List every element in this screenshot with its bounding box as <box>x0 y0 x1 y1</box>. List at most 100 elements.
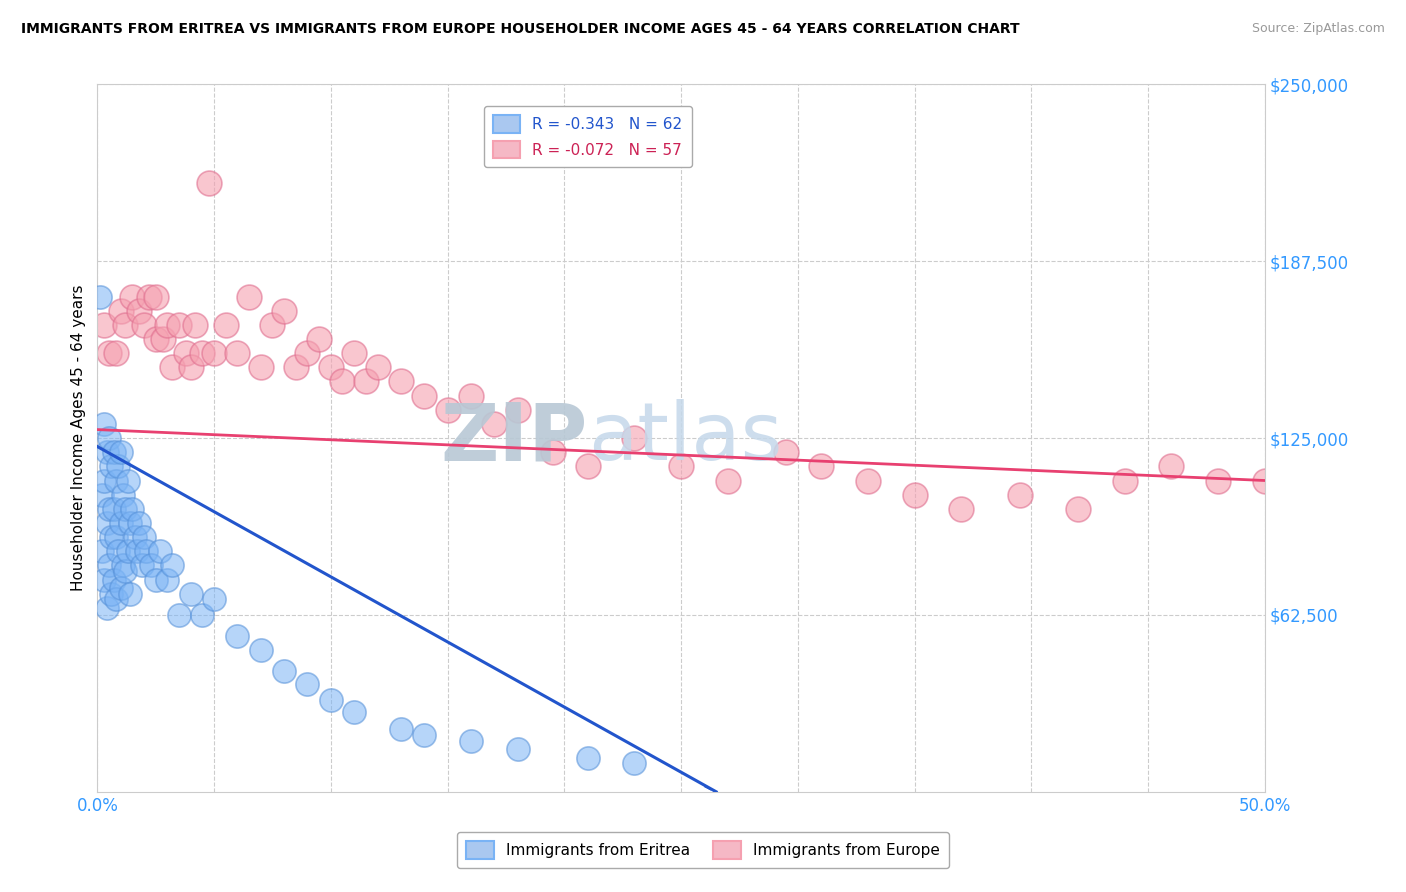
Point <box>135 544 157 558</box>
Point <box>775 445 797 459</box>
Point <box>262 318 284 332</box>
Text: Source: ZipAtlas.com: Source: ZipAtlas.com <box>1251 22 1385 36</box>
Point <box>105 346 128 360</box>
Point <box>389 723 412 737</box>
Point <box>156 318 179 332</box>
Point <box>460 389 482 403</box>
Legend: Immigrants from Eritrea, Immigrants from Europe: Immigrants from Eritrea, Immigrants from… <box>457 832 949 868</box>
Point <box>98 346 121 360</box>
Point <box>128 303 150 318</box>
Point <box>93 318 115 332</box>
Point <box>110 581 132 595</box>
Point <box>118 516 141 530</box>
Point <box>180 587 202 601</box>
Point <box>576 750 599 764</box>
Point <box>623 756 645 771</box>
Point <box>191 346 214 360</box>
Point <box>118 587 141 601</box>
Point <box>810 459 832 474</box>
Point <box>98 431 121 445</box>
Point <box>103 445 125 459</box>
Point <box>112 558 135 573</box>
Point <box>308 332 330 346</box>
Point <box>389 375 412 389</box>
Point <box>506 742 529 756</box>
Point <box>96 600 118 615</box>
Point <box>93 417 115 431</box>
Point <box>89 290 111 304</box>
Point <box>1254 474 1277 488</box>
Point <box>91 488 114 502</box>
Point <box>506 402 529 417</box>
Point <box>100 530 122 544</box>
Text: ZIP: ZIP <box>440 399 588 477</box>
Point <box>174 346 197 360</box>
Point <box>100 587 122 601</box>
Point <box>202 346 225 360</box>
Point <box>112 488 135 502</box>
Point <box>125 544 148 558</box>
Point <box>93 474 115 488</box>
Point <box>160 360 183 375</box>
Point <box>238 290 260 304</box>
Point <box>121 290 143 304</box>
Point <box>202 592 225 607</box>
Point <box>180 360 202 375</box>
Point <box>121 501 143 516</box>
Point <box>273 303 295 318</box>
Point <box>191 607 214 622</box>
Point <box>132 318 155 332</box>
Point <box>105 530 128 544</box>
Point <box>297 346 319 360</box>
Point <box>1160 459 1182 474</box>
Point <box>484 417 506 431</box>
Point <box>145 290 167 304</box>
Legend: R = -0.343   N = 62, R = -0.072   N = 57: R = -0.343 N = 62, R = -0.072 N = 57 <box>484 106 692 168</box>
Point <box>215 318 238 332</box>
Point <box>152 332 174 346</box>
Point <box>1114 474 1136 488</box>
Point <box>354 375 377 389</box>
Point <box>332 375 354 389</box>
Point <box>103 573 125 587</box>
Point <box>128 516 150 530</box>
Point <box>1206 474 1229 488</box>
Point <box>273 665 295 679</box>
Point <box>1008 488 1031 502</box>
Point <box>198 177 221 191</box>
Point <box>110 516 132 530</box>
Point <box>114 318 136 332</box>
Point <box>856 474 879 488</box>
Point <box>160 558 183 573</box>
Point <box>103 501 125 516</box>
Point <box>576 459 599 474</box>
Point <box>319 360 342 375</box>
Point <box>138 290 160 304</box>
Point <box>249 360 271 375</box>
Point <box>903 488 925 502</box>
Point <box>110 303 132 318</box>
Point <box>107 544 129 558</box>
Point <box>98 501 121 516</box>
Point <box>541 445 564 459</box>
Point <box>319 692 342 706</box>
Point <box>145 573 167 587</box>
Point <box>950 501 973 516</box>
Point <box>413 728 436 742</box>
Point <box>367 360 389 375</box>
Point <box>460 733 482 747</box>
Point <box>96 445 118 459</box>
Point <box>717 474 740 488</box>
Point <box>117 544 139 558</box>
Point <box>145 332 167 346</box>
Point <box>297 677 319 691</box>
Point <box>413 389 436 403</box>
Point <box>110 445 132 459</box>
Point <box>100 459 122 474</box>
Point <box>132 530 155 544</box>
Point <box>91 544 114 558</box>
Point <box>96 516 118 530</box>
Text: atlas: atlas <box>588 399 782 477</box>
Point <box>343 346 366 360</box>
Point <box>105 474 128 488</box>
